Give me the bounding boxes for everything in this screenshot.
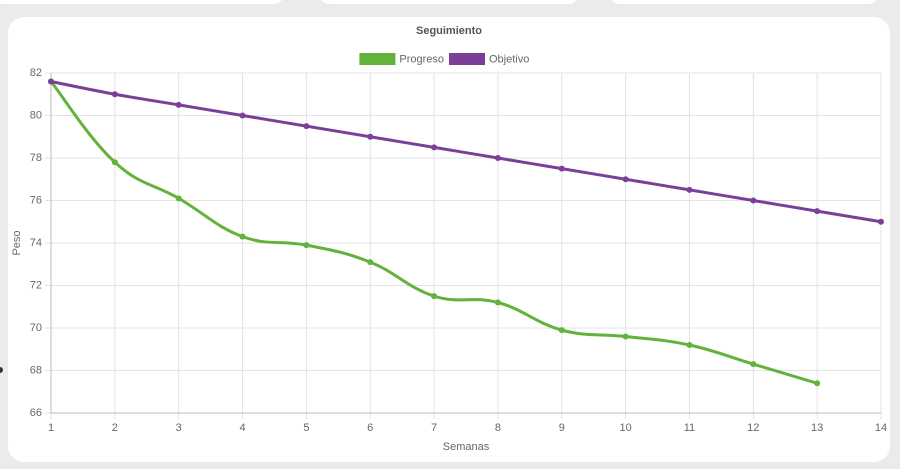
x-tick-label: 4 bbox=[239, 422, 245, 434]
point bbox=[303, 123, 310, 130]
y-tick-label: 68 bbox=[30, 364, 42, 376]
point bbox=[431, 144, 438, 151]
series-line bbox=[50, 80, 882, 224]
point bbox=[175, 101, 182, 108]
point bbox=[686, 186, 693, 193]
y-tick-label: 74 bbox=[30, 237, 42, 249]
point bbox=[558, 165, 565, 172]
point bbox=[367, 133, 374, 140]
point bbox=[175, 195, 182, 202]
x-axis-label: Semanas bbox=[443, 441, 490, 453]
y-tick-label: 72 bbox=[30, 279, 42, 291]
point bbox=[814, 208, 821, 215]
point bbox=[558, 327, 565, 334]
chart: Seguimiento Semanas Peso 666870727476788… bbox=[11, 25, 887, 453]
card-top bbox=[321, 0, 577, 4]
y-tick-label: 78 bbox=[30, 152, 42, 164]
x-tick-label: 10 bbox=[619, 422, 631, 434]
card-top bbox=[611, 0, 877, 4]
point bbox=[111, 159, 118, 166]
x-tick-label: 11 bbox=[684, 422, 695, 434]
x-tick-label: 14 bbox=[875, 422, 887, 434]
y-tick-label: 82 bbox=[30, 67, 42, 79]
point bbox=[239, 233, 246, 240]
point bbox=[494, 155, 501, 161]
x-tick-label: 13 bbox=[811, 422, 823, 434]
x-tick-label: 7 bbox=[431, 422, 437, 434]
point bbox=[303, 242, 310, 249]
point bbox=[367, 259, 374, 266]
x-tick-label: 1 bbox=[48, 422, 54, 434]
y-tick-label: 80 bbox=[30, 109, 42, 121]
x-tick-label: 6 bbox=[367, 422, 373, 434]
y-tick-label: 70 bbox=[30, 322, 42, 334]
card-top bbox=[0, 0, 282, 4]
x-tick-label: 3 bbox=[176, 422, 182, 434]
legend-swatch bbox=[449, 53, 485, 65]
y-tick-label: 66 bbox=[30, 407, 42, 419]
y-tick-label: 76 bbox=[30, 194, 42, 206]
point bbox=[622, 333, 629, 340]
y-axis-label: Peso bbox=[11, 230, 23, 255]
point bbox=[750, 361, 757, 368]
legend-swatch bbox=[359, 53, 396, 65]
x-tick-label: 2 bbox=[112, 422, 118, 434]
point bbox=[431, 293, 438, 300]
x-tick-label: 12 bbox=[747, 422, 759, 434]
x-tick-label: 9 bbox=[559, 422, 565, 434]
point bbox=[878, 218, 884, 225]
point bbox=[622, 176, 629, 183]
point bbox=[48, 78, 54, 85]
point bbox=[750, 197, 757, 204]
x-tick-label: 5 bbox=[303, 422, 309, 434]
chart-title: Seguimiento bbox=[416, 25, 482, 37]
legend-label: Objetivo bbox=[489, 53, 529, 65]
edge-dot bbox=[0, 367, 3, 373]
legend-label: Progreso bbox=[399, 53, 444, 65]
point bbox=[111, 91, 118, 98]
point bbox=[814, 380, 821, 387]
chart-card bbox=[8, 17, 890, 462]
point bbox=[686, 342, 693, 348]
point bbox=[494, 299, 501, 306]
point bbox=[239, 112, 246, 119]
x-tick-label: 8 bbox=[495, 422, 501, 434]
